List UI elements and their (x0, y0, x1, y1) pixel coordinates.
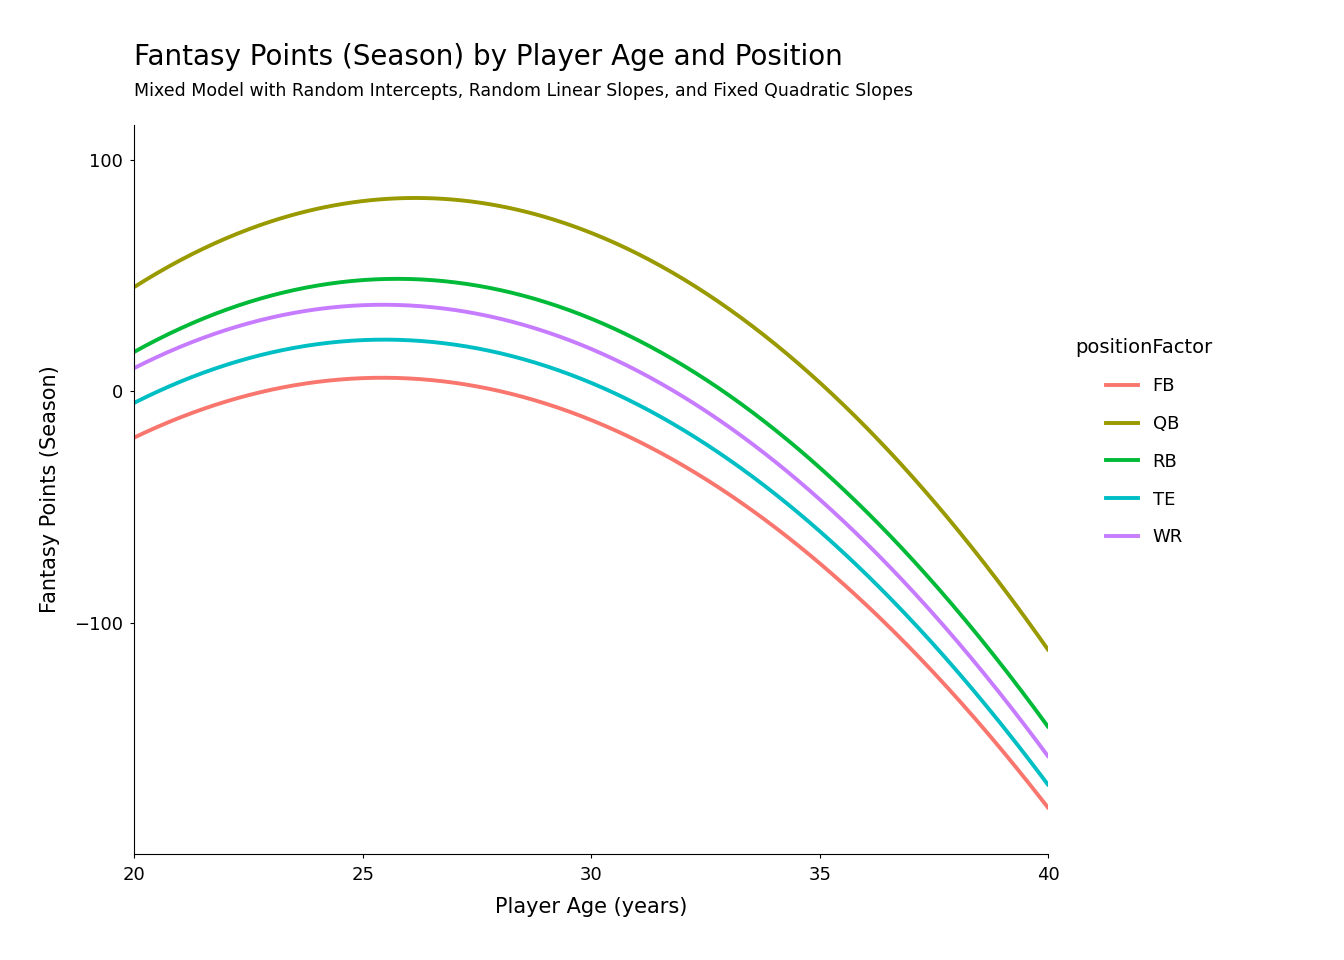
X-axis label: Player Age (years): Player Age (years) (495, 898, 688, 918)
FB (1040, 803, 1056, 814)
RB (126, 346, 142, 357)
FB (793, 542, 809, 554)
FB (126, 432, 142, 444)
RB (237, 298, 253, 309)
TE (789, 506, 805, 517)
QB (789, 356, 805, 368)
WR (491, 313, 507, 324)
RB (390, 273, 406, 284)
TE (793, 510, 809, 521)
WR (1040, 751, 1056, 762)
Text: Fantasy Points (Season) by Player Age and Position: Fantasy Points (Season) by Player Age an… (134, 43, 843, 71)
WR (426, 301, 442, 313)
WR (703, 409, 719, 420)
TE (491, 348, 507, 359)
FB (426, 374, 442, 386)
FB (703, 477, 719, 489)
QB (126, 281, 142, 293)
Line: RB: RB (134, 278, 1048, 727)
RB (793, 445, 809, 457)
QB (793, 360, 809, 372)
WR (793, 477, 809, 489)
RB (703, 377, 719, 389)
Line: WR: WR (134, 304, 1048, 756)
QB (237, 226, 253, 237)
TE (1040, 780, 1056, 791)
Line: FB: FB (134, 378, 1048, 808)
TE (376, 334, 392, 346)
RB (1040, 721, 1056, 732)
Y-axis label: Fantasy Points (Season): Fantasy Points (Season) (40, 366, 60, 613)
WR (789, 473, 805, 485)
QB (426, 193, 442, 204)
FB (374, 372, 390, 384)
WR (237, 319, 253, 330)
RB (491, 284, 507, 296)
QB (409, 192, 425, 204)
FB (491, 385, 507, 396)
TE (426, 336, 442, 348)
TE (237, 353, 253, 365)
WR (126, 362, 142, 373)
QB (491, 200, 507, 211)
RB (426, 275, 442, 286)
FB (237, 391, 253, 402)
TE (703, 443, 719, 454)
QB (703, 291, 719, 302)
Text: Mixed Model with Random Intercepts, Random Linear Slopes, and Fixed Quadratic Sl: Mixed Model with Random Intercepts, Rand… (134, 82, 914, 100)
Line: TE: TE (134, 340, 1048, 785)
FB (789, 539, 805, 550)
Legend: FB, QB, RB, TE, WR: FB, QB, RB, TE, WR (1075, 338, 1212, 546)
RB (789, 442, 805, 453)
WR (376, 299, 392, 310)
Line: QB: QB (134, 198, 1048, 650)
QB (1040, 644, 1056, 656)
TE (126, 397, 142, 409)
